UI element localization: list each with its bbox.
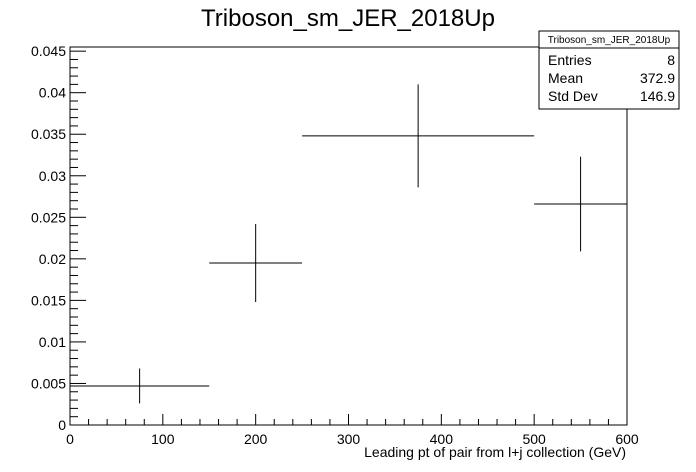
stats-value-entries: 8: [667, 52, 675, 68]
y-tick-label: 0.01: [39, 334, 66, 350]
chart-title: Triboson_sm_JER_2018Up: [201, 5, 495, 32]
stats-value-mean: 372.9: [640, 70, 675, 86]
stats-label-mean: Mean: [548, 70, 583, 86]
y-tick-label: 0.04: [39, 85, 66, 101]
y-axis: 0 0.005 0.01 0.015 0.02 0.025 0.03 0.035 0.04 0.0…: [31, 43, 86, 433]
data-points: [70, 84, 627, 404]
x-tick-label: 0: [66, 431, 74, 447]
stats-label-entries: Entries: [548, 52, 592, 68]
y-tick-label: 0.015: [31, 292, 66, 308]
stats-box-title: Triboson_sm_JER_2018Up: [548, 35, 671, 46]
y-tick-label: 0.035: [31, 126, 66, 142]
x-tick-label: 500: [522, 431, 546, 447]
stats-box: Triboson_sm_JER_2018Up Entries 8 Mean 37…: [538, 30, 680, 110]
data-point: [70, 368, 210, 404]
stats-label-std-dev: Std Dev: [548, 88, 598, 104]
x-tick-label: 600: [615, 431, 639, 447]
x-tick-label: 400: [430, 431, 454, 447]
x-axis-title: Leading pt of pair from l+j collection (…: [364, 444, 626, 460]
x-axis: 0 100 200 300 400 500 600: [66, 414, 639, 447]
stats-box-frame: [538, 30, 680, 110]
data-point: [209, 223, 303, 303]
stats-value-std-dev: 146.9: [640, 88, 675, 104]
x-tick-label: 100: [151, 431, 175, 447]
y-tick-label: 0.02: [39, 251, 66, 267]
y-tick-label: 0.045: [31, 43, 66, 59]
data-point: [534, 156, 627, 252]
x-tick-label: 300: [337, 431, 361, 447]
y-tick-label: 0.025: [31, 209, 66, 225]
y-tick-label: 0.005: [31, 375, 66, 391]
y-tick-label: 0.03: [39, 168, 66, 184]
y-tick-label: 0: [58, 417, 66, 433]
x-tick-label: 200: [244, 431, 268, 447]
data-point: [302, 84, 535, 188]
